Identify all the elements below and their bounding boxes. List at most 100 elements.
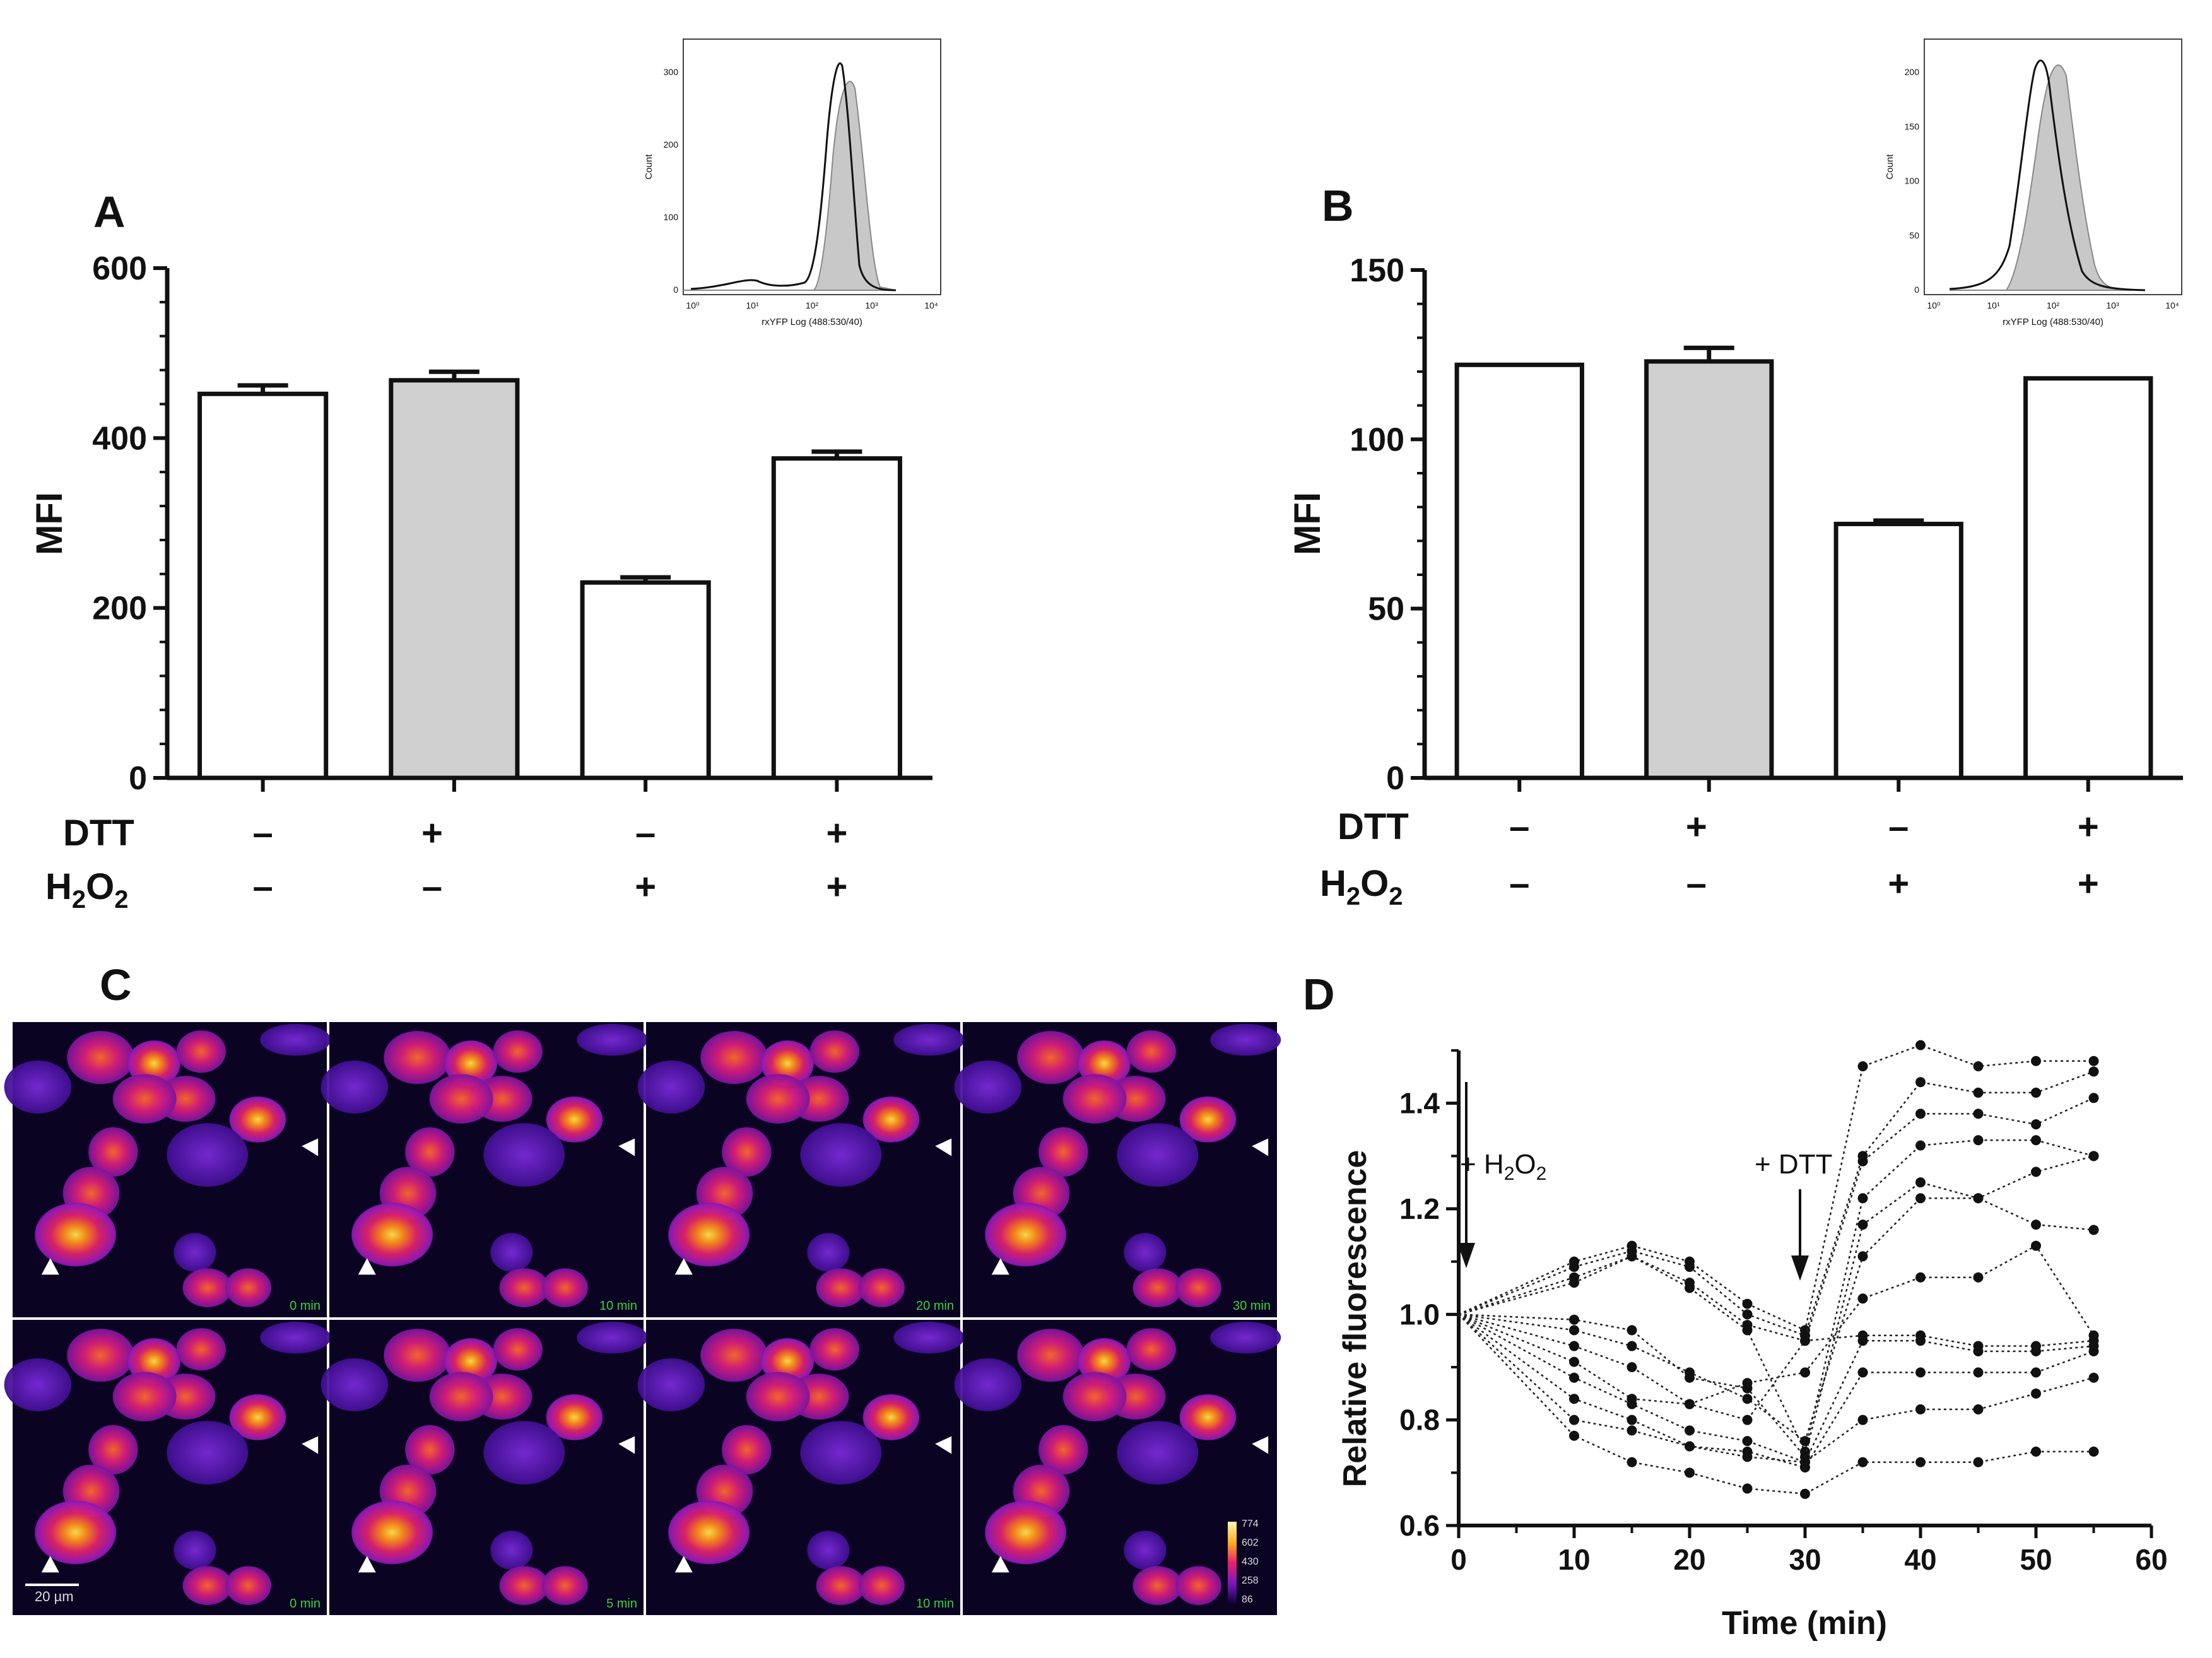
microscopy-grid: 0 min 10 min 20 min 30 min 0 min 5 min 10 min 7… [4, 1022, 1281, 1615]
microscopy-frame: 30 min [954, 1022, 1281, 1317]
d-data-point [1742, 1309, 1753, 1320]
b-h2o2-part: H [1320, 863, 1346, 904]
h2o2-annotation-part: O [1514, 1149, 1536, 1180]
cell [493, 1328, 543, 1371]
b-h2o2-label: H2O2 [1320, 863, 1403, 910]
h2o2-annotation-part: 2 [1504, 1163, 1515, 1184]
cell [1179, 1394, 1237, 1440]
d-data-point [1915, 1272, 1926, 1283]
d-data-point [1915, 1193, 1926, 1204]
inset-xtick-label: 10² [806, 300, 819, 310]
arrowhead-icon [991, 1258, 1009, 1275]
arrowhead-icon [41, 1556, 59, 1573]
cell [1210, 1023, 1281, 1056]
b-h2o2-part: O [1360, 863, 1389, 904]
d-data-point [1857, 1251, 1868, 1262]
cell [429, 1074, 493, 1124]
d-data-point [1973, 1135, 1984, 1146]
d-data-point [2031, 1346, 2041, 1356]
inset-a-filled-histogram [683, 81, 897, 291]
cell [351, 1500, 433, 1565]
a-dtt-label: DTT [63, 813, 134, 854]
cell [1124, 1233, 1167, 1272]
cell [499, 1566, 549, 1605]
cell [174, 1233, 216, 1272]
cell [260, 1023, 331, 1056]
inset-ytick-label: 300 [664, 67, 679, 77]
b-dtt-symbol: + [2078, 806, 2099, 847]
frame-timestamp: 30 min [1233, 1299, 1271, 1313]
dtt-annotation: + DTT [1755, 1149, 1832, 1180]
inset-xtick-label: 10⁰ [686, 300, 700, 310]
inset-ytick-label: 100 [664, 212, 679, 222]
cell [700, 1329, 768, 1382]
d-data-point [1800, 1457, 1810, 1467]
cell [67, 1031, 134, 1085]
cell [893, 1321, 965, 1354]
cell [229, 1394, 286, 1440]
d-data-point [1685, 1425, 1695, 1436]
h2o2-annotation-part: + H [1460, 1149, 1504, 1180]
cell [483, 1123, 565, 1187]
inset-b-filled-histogram [1950, 64, 2133, 291]
d-data-point [1627, 1325, 1637, 1336]
arrowhead-icon [991, 1556, 1009, 1573]
b-bar [2023, 376, 2153, 780]
frame-timestamp: 20 min [916, 1299, 954, 1313]
cell [225, 1566, 271, 1605]
b-ytick-label: 50 [1368, 591, 1404, 628]
d-ytick-label: 1.4 [1399, 1087, 1440, 1120]
d-data-point [1973, 1061, 1984, 1072]
inset-ytick-label: 0 [1914, 285, 1919, 295]
inset-a-line-histogram [690, 62, 897, 291]
h2o2-annotation-part: 2 [1536, 1163, 1547, 1184]
arrowhead-icon [302, 1436, 319, 1454]
cell [542, 1268, 588, 1307]
d-series-line [1458, 1139, 2094, 1454]
d-data-point [1627, 1341, 1637, 1351]
d-data-point [1742, 1394, 1753, 1404]
cell [807, 1531, 850, 1570]
a-h2o2-symbol: + [826, 866, 847, 907]
inset-ytick-label: 200 [664, 139, 679, 150]
d-data-point [2031, 1388, 2041, 1399]
arrowhead-icon [1252, 1138, 1269, 1156]
d-data-point [2031, 1087, 2041, 1098]
d-data-point [2088, 1346, 2099, 1356]
cell [862, 1097, 920, 1143]
cell [542, 1566, 588, 1605]
cell [4, 1358, 72, 1411]
inset-xlabel: rxYFP Log (488:530/40) [2003, 317, 2103, 327]
cell [722, 1425, 772, 1475]
d-series-line [1458, 1314, 2094, 1495]
a-h2o2-part: H [45, 866, 72, 907]
cell [167, 1123, 249, 1187]
h2o2-annotation: + H2O2 [1460, 1149, 1546, 1184]
d-data-point [1857, 1414, 1868, 1425]
d-xtick-label: 60 [2135, 1543, 2167, 1576]
cell [351, 1202, 433, 1267]
b-dtt-symbol: + [1686, 806, 1707, 847]
cell [1017, 1031, 1085, 1085]
cell [577, 1023, 648, 1056]
cell [182, 1566, 232, 1605]
d-data-point [1915, 1336, 1926, 1346]
d-data-point [1973, 1272, 1984, 1283]
inset-ytick-label: 150 [1905, 121, 1920, 131]
a-ytick-label: 400 [92, 420, 147, 457]
cell [1175, 1566, 1221, 1605]
inset-ytick-label: 100 [1905, 176, 1920, 186]
cell [637, 1358, 705, 1411]
microscopy-frame [954, 1320, 1281, 1615]
arrowhead-icon [358, 1258, 376, 1275]
cell [176, 1030, 226, 1073]
cell [405, 1425, 455, 1475]
d-data-point [1915, 1040, 1926, 1050]
d-data-point [1973, 1108, 1984, 1119]
d-data-point [1857, 1367, 1868, 1378]
cell [700, 1031, 768, 1085]
b-dtt-symbol: – [1888, 806, 1909, 847]
d-data-point [1627, 1425, 1637, 1436]
panel-b-label: B [1322, 181, 1354, 230]
panel-a-label: A [93, 187, 126, 237]
